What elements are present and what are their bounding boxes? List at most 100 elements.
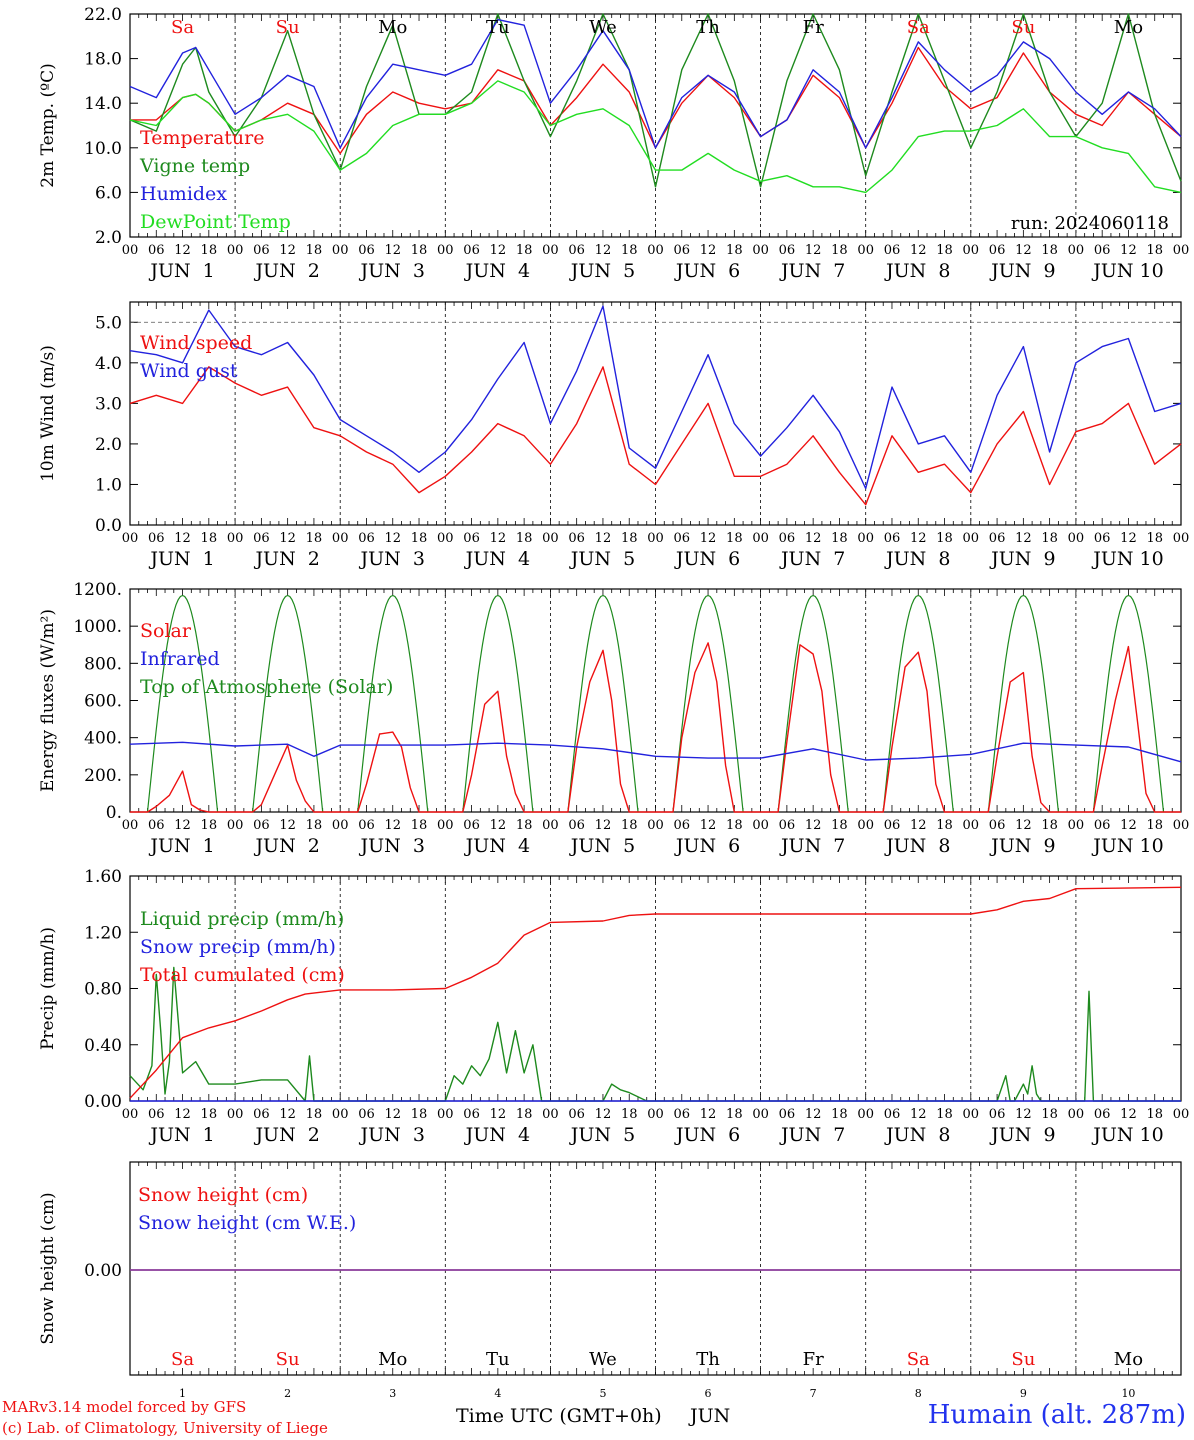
hour-tick-label: 06 (1094, 1107, 1111, 1122)
hour-tick-label: 00 (437, 243, 454, 258)
legend-entry: Wind speed (140, 332, 252, 354)
hour-tick-label: 06 (253, 243, 270, 258)
hour-tick-label: 12 (910, 818, 927, 833)
date-label: JUN 6 (674, 835, 740, 857)
legend-entry: Vigne temp (139, 155, 250, 177)
y-tick-label: 0.80 (84, 980, 122, 1000)
weekday-label: Mo (378, 17, 407, 38)
hour-tick-label: 06 (779, 243, 796, 258)
series-wind-gust (129, 305, 1182, 490)
y-tick-label: 1000. (73, 617, 122, 637)
hour-tick-label: 18 (411, 531, 428, 546)
panel-snow: 0.00 Snow height (cm) Snow height (cm) Snow… (38, 1161, 1182, 1400)
hour-tick-label: 18 (201, 243, 218, 258)
hour-tick-label: 06 (779, 1107, 796, 1122)
hour-tick-label: 18 (621, 531, 638, 546)
hour-tick-label: 12 (279, 1107, 296, 1122)
date-label: JUN 8 (884, 835, 950, 857)
hour-tick-label: 18 (411, 243, 428, 258)
hour-tick-label: 18 (831, 818, 848, 833)
y-tick-label: 14.0 (84, 94, 122, 114)
hour-tick-label: 06 (463, 243, 480, 258)
legend-entry: Top of Atmosphere (Solar) (140, 676, 393, 698)
y-axis-label: Snow height (cm) (38, 1192, 58, 1344)
hour-tick-label: 12 (805, 531, 822, 546)
hour-tick-label: 18 (621, 1107, 638, 1122)
date-label: JUN 5 (569, 548, 635, 570)
date-label: JUN 8 (884, 260, 950, 282)
hour-tick-label: 06 (989, 531, 1006, 546)
date-label: JUN 3 (359, 835, 425, 857)
weekday-label: Tu (486, 17, 510, 38)
date-label: JUN 2 (253, 548, 319, 570)
panel-wind: 00 06 12 18 00 06 12 18 00 06 12 18 00 06 12 18 00 06 12 18… (38, 301, 1190, 570)
date-label: JUN 7 (779, 835, 845, 857)
hour-tick-label: 12 (700, 243, 717, 258)
hour-tick-label: 00 (857, 531, 874, 546)
y-tick-label: 2.0 (95, 228, 122, 248)
hour-tick-label: 06 (148, 1107, 165, 1122)
panel-frame (129, 13, 1182, 238)
weekday-label: Su (276, 1349, 300, 1370)
date-label: JUN 1 (148, 548, 214, 570)
hour-tick-label: 12 (490, 1107, 507, 1122)
hour-tick-label: 12 (910, 1107, 927, 1122)
hour-tick-label: 06 (253, 531, 270, 546)
x-axis-title: Time UTC (GMT+0h) (456, 1405, 662, 1427)
y-tick-label: 1.0 (95, 475, 122, 495)
hour-tick-label: 00 (647, 818, 664, 833)
date-label: JUN 3 (359, 260, 425, 282)
toa-solar-curve (462, 594, 534, 813)
series-wind-speed (129, 366, 1182, 506)
hour-tick-label: 00 (332, 531, 349, 546)
hour-tick-label: 12 (174, 1107, 191, 1122)
series-solar (130, 642, 1181, 813)
hour-tick-label: 06 (1094, 243, 1111, 258)
hour-tick-label: 12 (1015, 243, 1032, 258)
hour-tick-label: 18 (1041, 531, 1058, 546)
hour-tick-label: 18 (936, 1107, 953, 1122)
day-number-label: 4 (494, 1387, 501, 1400)
hour-tick-label: 12 (1015, 1107, 1032, 1122)
y-axis-label: 10m Wind (m/s) (38, 345, 58, 482)
hour-tick-label: 00 (1173, 531, 1190, 546)
day-number-label: 3 (389, 1387, 396, 1400)
hour-tick-label: 06 (463, 531, 480, 546)
date-label: JUN 4 (464, 548, 530, 570)
weekday-label: We (589, 1349, 617, 1370)
hour-tick-label: 12 (279, 531, 296, 546)
hour-tick-label: 00 (857, 1107, 874, 1122)
hour-tick-label: 06 (884, 243, 901, 258)
hour-tick-label: 00 (122, 531, 139, 546)
toa-solar-curve (987, 594, 1059, 813)
hour-tick-label: 06 (358, 1107, 375, 1122)
hour-tick-label: 00 (963, 818, 980, 833)
hour-tick-label: 18 (306, 531, 323, 546)
hour-tick-label: 00 (752, 243, 769, 258)
weekday-label: Sa (171, 1349, 194, 1370)
hour-tick-label: 18 (516, 818, 533, 833)
hour-tick-label: 00 (122, 818, 139, 833)
panel-frame (129, 588, 1182, 813)
hour-tick-label: 06 (674, 818, 691, 833)
date-label: JUN 3 (359, 548, 425, 570)
y-tick-label: 600. (84, 692, 122, 712)
hour-tick-label: 06 (884, 1107, 901, 1122)
hour-tick-label: 06 (674, 531, 691, 546)
hour-tick-label: 18 (201, 818, 218, 833)
hour-tick-label: 06 (779, 818, 796, 833)
hour-tick-label: 00 (437, 1107, 454, 1122)
toa-solar-curve (777, 594, 849, 813)
hour-tick-label: 18 (1146, 1107, 1163, 1122)
y-axis-label: 2m Temp. (ºC) (38, 63, 58, 188)
hour-tick-label: 12 (595, 818, 612, 833)
hour-tick-label: 00 (1173, 243, 1190, 258)
date-label: JUN 5 (569, 835, 635, 857)
date-label: JUN 1 (148, 1124, 214, 1146)
hour-tick-label: 06 (358, 818, 375, 833)
hour-tick-label: 12 (1120, 243, 1137, 258)
hour-tick-label: 00 (122, 1107, 139, 1122)
legend-entry: Snow height (cm W.E.) (138, 1212, 356, 1234)
hour-tick-label: 06 (253, 818, 270, 833)
